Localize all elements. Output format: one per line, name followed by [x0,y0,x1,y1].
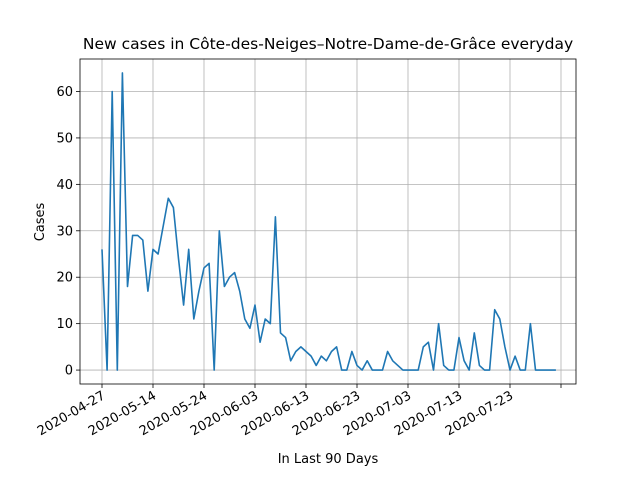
y-tick-label: 10 [56,317,73,332]
y-tick-label: 50 [56,131,73,146]
y-axis-label: Cases [33,202,48,241]
chart-title: New cases in Côte-des-Neiges–Notre-Dame-… [83,35,573,53]
plot-frame [79,58,577,385]
series-layer [101,72,556,371]
y-tick-label: 40 [56,178,73,193]
grid [80,59,576,384]
y-tick-label: 0 [65,364,73,379]
y-tick-label: 30 [56,224,73,239]
x-axis-label: In Last 90 Days [278,452,379,467]
series-line [101,72,556,371]
y-tick-label: 20 [56,271,73,286]
y-tick-label: 60 [56,85,73,100]
axes [76,58,577,388]
